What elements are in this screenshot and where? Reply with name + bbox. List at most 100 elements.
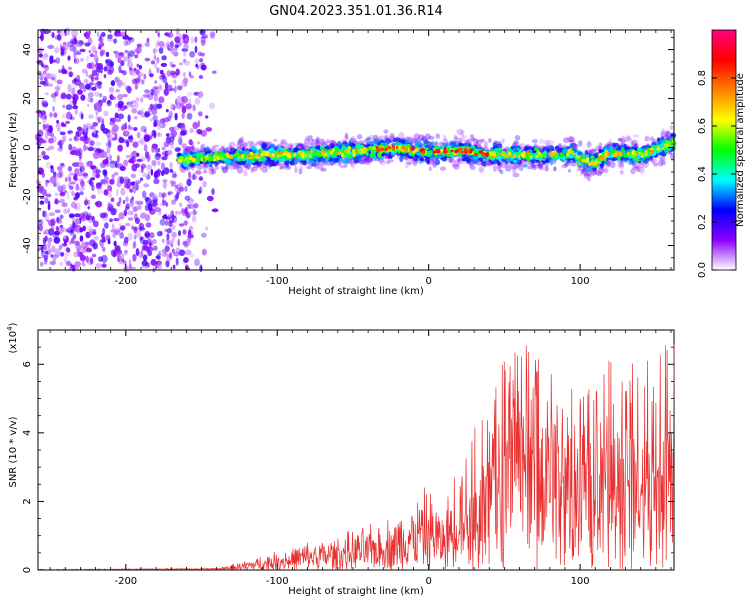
noise-blob — [59, 198, 65, 203]
noise-blob — [108, 140, 112, 148]
noise-blob — [85, 231, 91, 239]
noise-blob — [211, 188, 215, 196]
noise-blob — [136, 205, 142, 210]
noise-blob — [116, 163, 124, 169]
noise-blob — [98, 154, 102, 158]
noise-blob — [178, 249, 186, 256]
noise-blob — [91, 60, 95, 67]
noise-blob — [192, 104, 196, 112]
noise-blob — [194, 258, 200, 267]
noise-blob — [68, 176, 72, 183]
noise-blob — [146, 164, 152, 171]
noise-blob — [70, 38, 76, 45]
signal-blob — [522, 164, 528, 168]
noise-blob — [166, 238, 170, 245]
noise-blob — [172, 264, 176, 270]
noise-blob — [151, 145, 155, 153]
noise-blob — [174, 147, 181, 153]
noise-blob — [165, 133, 170, 137]
noise-blob — [75, 263, 80, 270]
noise-blob — [61, 202, 68, 208]
noise-blob — [169, 140, 174, 146]
noise-blob — [158, 96, 165, 104]
signal-blob — [632, 134, 640, 138]
signal-blob — [597, 167, 605, 174]
signal-blob — [280, 163, 284, 169]
noise-blob — [53, 236, 61, 244]
noise-blob — [116, 201, 121, 207]
noise-blob — [201, 248, 207, 256]
noise-blob — [175, 102, 182, 110]
noise-blob — [56, 33, 62, 41]
noise-blob — [36, 207, 42, 212]
signal-blob — [669, 124, 674, 130]
noise-blob — [90, 177, 96, 181]
noise-blob — [84, 199, 89, 206]
noise-blob — [95, 169, 101, 174]
noise-blob — [80, 94, 86, 101]
noise-blob — [62, 104, 66, 109]
noise-blob — [46, 219, 50, 223]
noise-blob — [151, 107, 158, 115]
noise-blob — [85, 247, 93, 253]
noise-blob — [93, 126, 97, 135]
noise-blob — [145, 151, 150, 159]
noise-blob — [171, 173, 177, 179]
noise-blob — [166, 228, 172, 234]
noise-blob — [81, 241, 87, 250]
noise-blob — [129, 181, 136, 186]
noise-blob — [158, 84, 162, 90]
noise-blob — [47, 200, 51, 208]
noise-blob — [42, 119, 47, 123]
noise-blob — [200, 52, 206, 57]
signal-blob — [553, 166, 557, 172]
noise-blob — [205, 127, 213, 132]
noise-blob — [191, 215, 197, 223]
noise-blob — [170, 243, 174, 248]
noise-blob — [127, 233, 133, 241]
signal-blob — [373, 138, 379, 143]
noise-blob — [59, 28, 65, 37]
noise-blob — [154, 207, 162, 213]
noise-blob — [162, 181, 168, 189]
noise-blob — [170, 49, 175, 55]
noise-blob — [70, 263, 73, 269]
noise-blob — [79, 152, 83, 159]
noise-blob — [91, 215, 95, 223]
noise-blob — [95, 182, 103, 190]
noise-blob — [184, 249, 192, 256]
noise-blob — [117, 108, 121, 112]
noise-blob — [127, 126, 134, 131]
noise-blob — [135, 46, 142, 54]
noise-blob — [125, 203, 130, 209]
noise-blob — [116, 254, 122, 261]
signal-blob — [549, 160, 553, 166]
signal-blob — [611, 142, 617, 148]
noise-blob — [158, 41, 165, 47]
noise-blob — [153, 87, 160, 96]
noise-blob — [201, 35, 208, 39]
signal-blob — [586, 141, 592, 148]
noise-blob — [139, 97, 144, 103]
noise-blob — [85, 123, 92, 129]
noise-blob — [65, 120, 70, 125]
signal-blob — [196, 141, 201, 145]
noise-blob — [169, 161, 173, 170]
noise-blob — [70, 237, 75, 244]
noise-blob — [211, 208, 219, 213]
noise-blob — [45, 193, 52, 198]
noise-blob — [154, 152, 161, 161]
noise-blob — [75, 183, 80, 191]
noise-blob — [140, 107, 145, 114]
noise-blob — [55, 57, 61, 64]
noise-blob — [144, 42, 150, 47]
noise-blob — [153, 178, 160, 185]
noise-blob — [138, 251, 143, 259]
signal-blob — [315, 138, 320, 145]
noise-blob — [59, 261, 63, 267]
noise-blob — [135, 97, 140, 102]
noise-blob — [51, 76, 55, 81]
signal-blob — [428, 166, 432, 172]
noise-blob — [135, 183, 139, 191]
noise-blob — [56, 166, 63, 171]
